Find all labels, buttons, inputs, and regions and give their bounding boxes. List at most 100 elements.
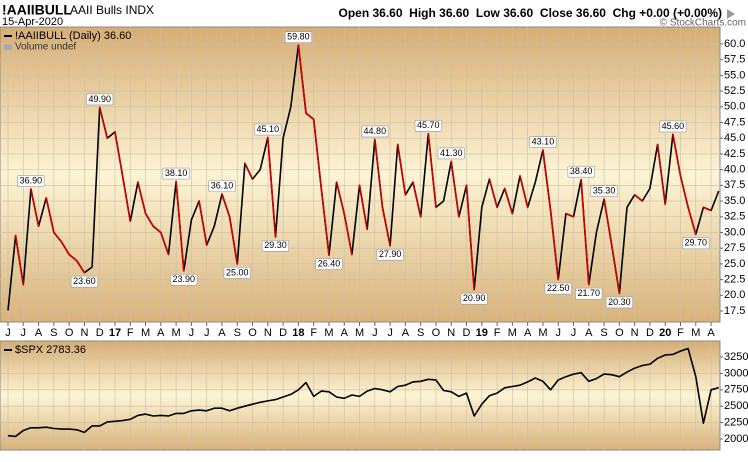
x-tick-label: M xyxy=(508,327,517,339)
down-segment xyxy=(633,193,644,202)
down-segment xyxy=(75,259,86,274)
x-tick-label: M xyxy=(355,327,364,339)
value-label-box xyxy=(86,93,114,106)
x-tick-label: S xyxy=(417,327,424,339)
series-line xyxy=(7,347,719,438)
value-label-box xyxy=(529,136,557,148)
value-label: 38.10 xyxy=(165,168,188,178)
value-label-box xyxy=(254,123,282,136)
x-tick-label: J xyxy=(387,327,393,339)
x-tick-label: A xyxy=(402,327,410,339)
x-tick-label: M xyxy=(691,327,700,339)
x-tick-label: O xyxy=(432,327,441,339)
down-segment xyxy=(374,138,384,209)
down-segment xyxy=(519,175,529,209)
x-tick-label: A xyxy=(585,327,593,339)
x-tick-label: J xyxy=(555,327,561,339)
y-tick-label: 35.0 xyxy=(724,195,745,207)
down-segment xyxy=(503,187,514,215)
value-label: 36.90 xyxy=(20,175,43,185)
value-label-box xyxy=(414,120,442,132)
down-segment xyxy=(580,178,590,286)
y-tick-label: 2250 xyxy=(724,416,748,428)
down-segment xyxy=(68,253,78,262)
value-label-box xyxy=(460,292,488,305)
value-label: 36.10 xyxy=(211,181,234,191)
x-tick-label: D xyxy=(463,327,471,339)
x-tick-label: O xyxy=(615,327,624,339)
x-tick-label: M xyxy=(324,327,333,339)
value-label: 23.90 xyxy=(173,274,196,284)
down-segment xyxy=(114,131,124,177)
down-segment xyxy=(610,244,621,295)
value-label-box xyxy=(17,175,45,187)
down-segment xyxy=(30,188,40,227)
down-segment xyxy=(160,231,170,256)
value-label-box xyxy=(261,240,290,252)
x-tick-label: N xyxy=(631,327,639,339)
date: 15-Apr-2020 xyxy=(2,16,63,28)
value-label: 49.90 xyxy=(88,94,111,104)
x-tick-label: J xyxy=(204,327,210,339)
y-tick-label: 2500 xyxy=(724,400,748,412)
down-segment xyxy=(152,225,162,234)
x-tick-label: J xyxy=(571,327,577,339)
value-label: 26.40 xyxy=(318,258,341,268)
down-segment xyxy=(450,160,460,218)
x-tick-label: 19 xyxy=(476,327,488,339)
down-segment xyxy=(672,133,682,177)
down-segment xyxy=(137,181,147,215)
x-tick-label: F xyxy=(310,327,317,339)
y-tick-label: 3000 xyxy=(724,367,748,379)
y-tick-label: 32.5 xyxy=(724,211,745,223)
x-tick-label: N xyxy=(80,327,88,339)
value-label-box xyxy=(208,180,236,192)
down-segment xyxy=(60,241,70,256)
value-label: 25.00 xyxy=(226,267,249,277)
description: AAII Bulls INDX xyxy=(70,3,154,17)
x-tick-label: D xyxy=(279,327,287,339)
symbol: !AAIIBULL xyxy=(2,2,72,18)
down-segment xyxy=(687,206,697,236)
value-label-box xyxy=(70,275,98,288)
x-tick-label: A xyxy=(218,327,226,339)
value-label: 45.10 xyxy=(257,124,280,134)
y-tick-label: 37.5 xyxy=(724,179,745,191)
x-tick-label: M xyxy=(141,327,150,339)
value-label-box xyxy=(284,31,312,44)
x-tick-label: J xyxy=(372,327,378,339)
x-tick-label: F xyxy=(494,327,501,339)
value-label: 38.40 xyxy=(570,166,593,176)
down-segment xyxy=(603,198,613,246)
y-tick-label: 40.0 xyxy=(724,164,745,176)
y-tick-label: 30.0 xyxy=(724,226,745,238)
down-segment xyxy=(488,178,498,209)
x-tick-label: M xyxy=(172,327,181,339)
x-tick-label: M xyxy=(538,327,547,339)
y-tick-label: 25.0 xyxy=(724,258,745,270)
y-tick-label: 3250 xyxy=(724,351,748,363)
quote: Open 36.60 High 36.60 Low 36.60 Close 36… xyxy=(338,6,722,20)
value-label-box xyxy=(605,296,633,309)
value-label: 20.90 xyxy=(463,293,486,303)
down-segment xyxy=(412,181,422,218)
value-label: 21.70 xyxy=(578,288,601,298)
y-tick-label: 22.5 xyxy=(724,273,745,285)
x-tick-label: A xyxy=(707,327,715,339)
value-label: 27.90 xyxy=(379,249,402,259)
value-label-box xyxy=(170,273,198,286)
panel-background xyxy=(0,26,721,323)
value-label-box xyxy=(590,185,618,197)
x-tick-label: O xyxy=(248,327,257,339)
down-segment xyxy=(98,106,109,140)
value-label: 29.30 xyxy=(264,240,287,250)
y-tick-label: 20.0 xyxy=(724,289,745,301)
y-tick-label: 2000 xyxy=(724,433,748,445)
legend-swatch xyxy=(4,44,12,50)
value-label: 23.60 xyxy=(73,276,96,286)
y-tick-label: 50.0 xyxy=(724,101,745,113)
value-label: 43.10 xyxy=(532,137,555,147)
change-arrow xyxy=(727,9,735,19)
down-segment xyxy=(198,200,208,246)
x-tick-label: F xyxy=(127,327,134,339)
